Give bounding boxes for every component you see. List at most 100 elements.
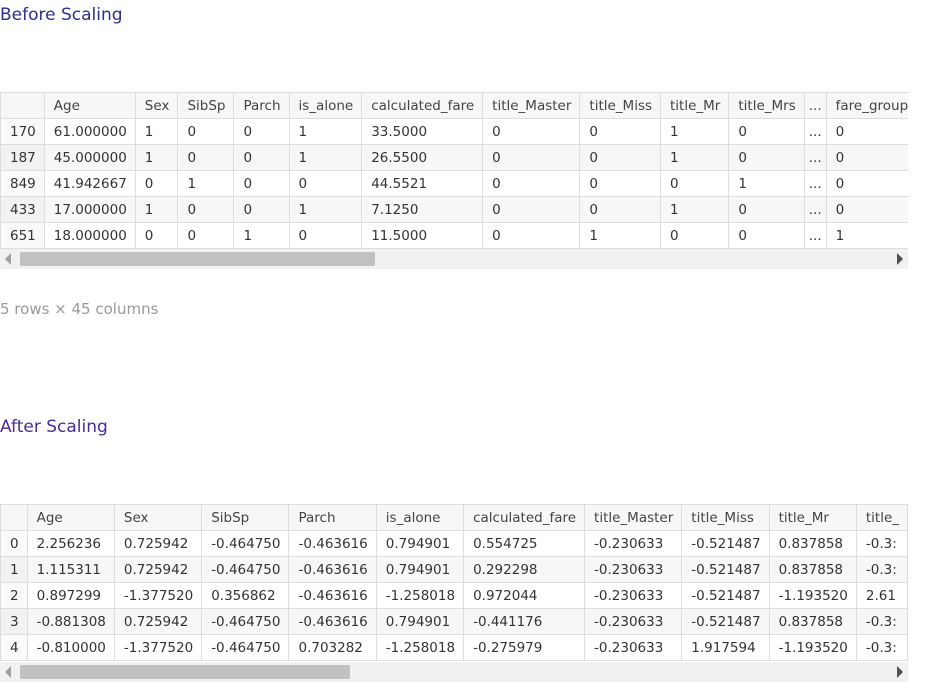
table-cell: 1: [233, 222, 290, 249]
column-header: title_: [855, 504, 908, 531]
column-header: title_Master: [584, 504, 683, 531]
column-header: title_Mr: [768, 504, 857, 531]
table-row: 4 -0.810000 -1.377520 -0.464750 0.703282 -1.2…: [0, 634, 908, 661]
column-header: fare_group_r: [825, 92, 908, 119]
table-cell: 0.837858: [768, 556, 857, 583]
column-header: is_alone: [288, 92, 363, 119]
table-cell: 0: [233, 118, 290, 145]
table-cell: 1: [660, 144, 730, 171]
after-table-horizontal-scrollbar[interactable]: [0, 662, 908, 682]
table-row: 433 17.000000 1 0 0 1 7.1250 0 0 1 0... 0: [0, 196, 908, 223]
table-cell: ...: [803, 144, 827, 171]
row-index: 849: [0, 170, 45, 197]
table-cell: -0.521487: [681, 556, 770, 583]
scroll-left-arrow-icon[interactable]: [5, 253, 11, 265]
table-cell: -0.521487: [681, 582, 770, 609]
after-scaling-table: Age Sex SibSp Parch is_alone calculated_fare t…: [0, 504, 908, 661]
table-cell: 1: [288, 118, 363, 145]
column-header: title_Master: [482, 92, 581, 119]
table-cell: -0.464750: [201, 530, 290, 557]
table-cell: 0: [825, 196, 908, 223]
table-cell: -1.193520: [768, 582, 857, 609]
table-cell: 1: [660, 196, 730, 223]
table-cell: 0.554725: [463, 530, 586, 557]
column-header: title_Miss: [579, 92, 662, 119]
table-cell: -0.464750: [201, 608, 290, 635]
table-cell: -0.463616: [288, 530, 377, 557]
table-cell: 41.942667: [43, 170, 136, 197]
column-header: Sex: [113, 504, 203, 531]
table-cell: 0.725942: [113, 530, 203, 557]
table-cell: 0: [482, 222, 581, 249]
table-cell: 0.725942: [113, 608, 203, 635]
table-cell: 0: [177, 222, 235, 249]
scrollbar-thumb[interactable]: [20, 252, 375, 266]
scroll-left-arrow-icon[interactable]: [5, 666, 11, 678]
column-header: Sex: [134, 92, 179, 119]
table-cell: 1: [825, 222, 908, 249]
column-header: Parch: [288, 504, 377, 531]
table-cell: -1.193520: [768, 634, 857, 661]
row-index: 170: [0, 118, 45, 145]
column-header: SibSp: [177, 92, 235, 119]
table-cell: ...: [803, 222, 827, 249]
after-scaling-table-container: Age Sex SibSp Parch is_alone calculated_fare t…: [0, 504, 908, 661]
table-cell: 0: [579, 118, 662, 145]
column-header: calculated_fare: [361, 92, 484, 119]
after-scaling-heading: After Scaling: [0, 417, 108, 437]
table-cell: 26.5500: [361, 144, 484, 171]
table-cell: 0: [482, 196, 581, 223]
table-cell: -0.3:: [855, 634, 908, 661]
table-cell: 1: [177, 170, 235, 197]
table-cell: 0.725942: [113, 556, 203, 583]
table-cell: 1: [134, 196, 179, 223]
before-scaling-heading: Before Scaling: [0, 5, 123, 25]
scroll-right-arrow-icon[interactable]: [897, 253, 903, 265]
table-cell: -1.377520: [113, 582, 203, 609]
table-cell: -1.258018: [375, 582, 465, 609]
row-index: 187: [0, 144, 45, 171]
before-table-header-row: Age Sex SibSp Parch is_alone calculated_fare t…: [0, 92, 908, 119]
column-header: is_alone: [375, 504, 465, 531]
scrollbar-thumb[interactable]: [20, 665, 350, 679]
table-cell: 0.794901: [375, 608, 465, 635]
table-cell: 0.794901: [375, 530, 465, 557]
table-cell: 0: [579, 144, 662, 171]
table-cell: -0.810000: [26, 634, 115, 661]
table-cell: 0: [728, 144, 805, 171]
row-index: 4: [0, 634, 28, 661]
table-cell: 0: [233, 170, 290, 197]
index-header: [0, 92, 45, 119]
table-cell: ...: [803, 196, 827, 223]
table-cell: 1: [288, 196, 363, 223]
table-cell: ...: [803, 170, 827, 197]
after-table-header-row: Age Sex SibSp Parch is_alone calculated_fare t…: [0, 504, 908, 531]
table-cell: 0: [728, 196, 805, 223]
table-cell: -0.275979: [463, 634, 586, 661]
table-row: 1 1.115311 0.725942 -0.464750 -0.463616 0.794…: [0, 556, 908, 583]
table-cell: 0.837858: [768, 608, 857, 635]
table-row: 3 -0.881308 0.725942 -0.464750 -0.463616 0.79…: [0, 608, 908, 635]
scroll-right-arrow-icon[interactable]: [897, 666, 903, 678]
table-cell: 0: [825, 118, 908, 145]
table-cell: -0.230633: [584, 634, 683, 661]
table-cell: -1.258018: [375, 634, 465, 661]
table-cell: -0.3:: [855, 608, 908, 635]
table-cell: 0: [482, 118, 581, 145]
table-row: 651 18.000000 0 0 1 0 11.5000 0 1 0 0... 1: [0, 222, 908, 249]
table-cell: 2.256236: [26, 530, 115, 557]
table-cell: 0.794901: [375, 556, 465, 583]
table-cell: 1: [660, 118, 730, 145]
table-cell: -0.521487: [681, 530, 770, 557]
table-cell: 18.000000: [43, 222, 136, 249]
table-cell: 1.917594: [681, 634, 770, 661]
column-header: title_Miss: [681, 504, 770, 531]
row-index: 2: [0, 582, 28, 609]
column-header: Age: [43, 92, 136, 119]
before-table-horizontal-scrollbar[interactable]: [0, 249, 908, 269]
table-cell: 0.837858: [768, 530, 857, 557]
row-index: 433: [0, 196, 45, 223]
table-cell: -0.463616: [288, 582, 377, 609]
table-cell: -0.441176: [463, 608, 586, 635]
table-cell: 1: [134, 144, 179, 171]
